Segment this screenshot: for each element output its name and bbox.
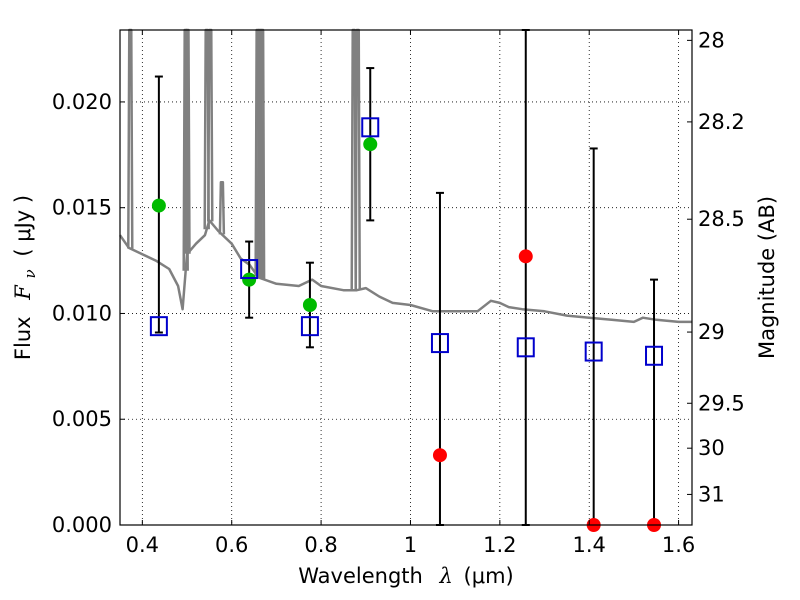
emission-line — [207, 28, 214, 222]
model-flux-point — [240, 259, 259, 280]
model-flux-point — [584, 341, 603, 362]
x-axis-title-symbol: λ — [439, 564, 453, 588]
y-axis-title-symbol: F — [11, 284, 35, 301]
y2-tick-label: 28.5 — [698, 207, 745, 231]
emission-line — [218, 181, 226, 235]
model-flux-point — [149, 316, 168, 337]
y2-tick-label: 28 — [698, 28, 725, 52]
upper-limit-point — [432, 448, 447, 463]
x-tick-label: 0.6 — [215, 533, 248, 557]
x-tick-label: 1.2 — [483, 533, 516, 557]
x-axis-title: Wavelength λ (μm) — [298, 564, 513, 588]
model-flux-point — [516, 337, 535, 358]
x-tick-label: 0.8 — [304, 533, 337, 557]
y-axis-title-unit: ( μJy ) — [11, 195, 35, 257]
model-spectrum-layer — [118, 28, 692, 324]
x-tick-label: 1.4 — [573, 533, 606, 557]
y-tick-label: 0.005 — [52, 407, 112, 431]
y-axis-title-subscript: ν — [21, 269, 39, 278]
observed-flux-point — [151, 198, 166, 213]
x-tick-label: 1.6 — [662, 533, 695, 557]
emission-line — [354, 28, 361, 290]
y-tick-label: 0.020 — [52, 90, 112, 114]
model-flux-point — [361, 117, 380, 138]
observed-flux-point — [242, 272, 257, 287]
observed-flux-point — [302, 298, 317, 312]
y2-axis-title: Magnitude (AB) — [755, 196, 779, 359]
y2-tick-label: 29.5 — [698, 391, 745, 415]
y-axis-title: Flux F ν ( μJy ) — [11, 195, 40, 360]
y2-tick-label: 30 — [698, 436, 725, 460]
x-tick-label: 1 — [404, 533, 417, 557]
errorbar-layer — [154, 29, 659, 526]
y2-tick-label: 29 — [698, 320, 725, 344]
model-flux-point — [300, 316, 319, 337]
y-tick-label: 0.015 — [52, 196, 112, 220]
plot-frame — [119, 29, 693, 526]
y-tick-label: 0.000 — [52, 513, 112, 537]
model-spectrum-line — [118, 219, 692, 324]
y-axis-title-text: Flux — [11, 316, 35, 360]
model-flux-point — [430, 333, 449, 354]
marker-layer — [149, 117, 664, 532]
emission-line — [127, 28, 134, 249]
observed-flux-point — [363, 137, 378, 152]
y2-tick-label: 28.2 — [698, 110, 745, 134]
tick-layer: 0.4 0.6 0.8 1 1.2 1.4 1.6 0.000 0.005 0.010 0.015 0… — [52, 28, 745, 557]
y2-tick-label: 31 — [698, 482, 725, 506]
x-axis-title-unit: (μm) — [464, 564, 514, 588]
y-tick-label: 0.010 — [52, 301, 112, 325]
x-axis-title-text: Wavelength — [298, 564, 423, 588]
upper-limit-point — [518, 249, 533, 264]
model-flux-point — [645, 345, 664, 366]
x-tick-label: 0.4 — [126, 533, 159, 557]
